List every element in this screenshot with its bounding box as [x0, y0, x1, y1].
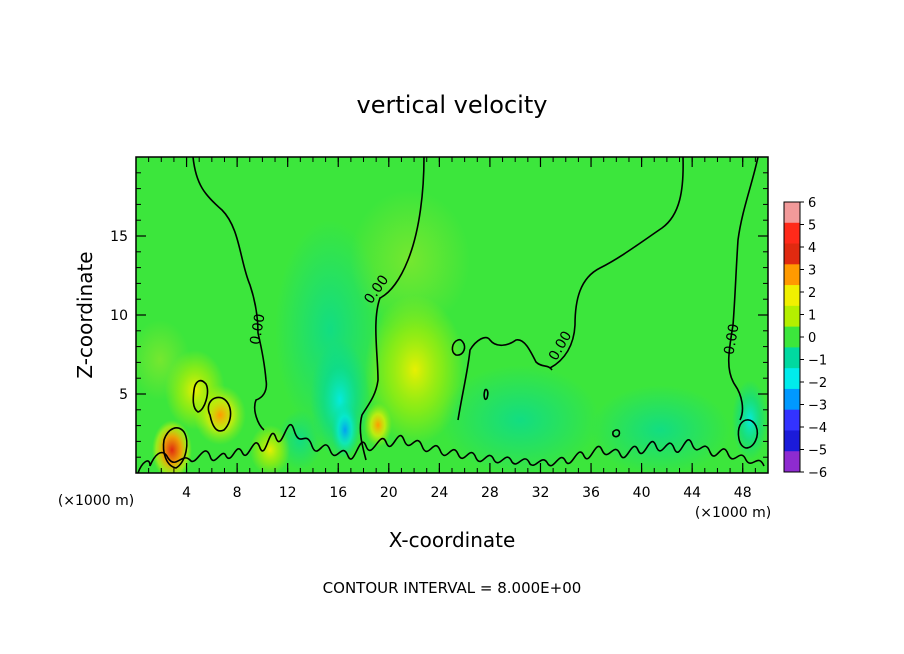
- colorbar-swatch: [784, 388, 800, 411]
- colorbar-label: 2: [808, 286, 816, 301]
- colorbar-label: −4: [808, 421, 827, 436]
- colorbar-swatch: [784, 202, 800, 224]
- field-blob: [136, 320, 190, 400]
- contour-line: [192, 379, 209, 413]
- contour-line: [137, 423, 765, 473]
- contour-line: [451, 338, 466, 356]
- contour-line: [359, 157, 425, 461]
- colorbar-swatch: [784, 451, 800, 473]
- x-tick-label: 12: [279, 485, 297, 501]
- colorbar-label: 0: [808, 331, 816, 346]
- x-tick-label: 32: [532, 485, 550, 501]
- field-blob: [440, 365, 600, 473]
- contour-line: [727, 157, 759, 421]
- colorbar-label: 1: [808, 309, 816, 324]
- colorbar-swatch: [784, 285, 800, 307]
- colorbar-label: −1: [808, 354, 827, 369]
- colorbar-swatch: [784, 368, 800, 390]
- x-unit-label-right: (×1000 m): [695, 505, 771, 521]
- field-blob: [365, 295, 465, 445]
- field-blob: [331, 402, 359, 458]
- contour-line: [207, 396, 232, 432]
- contour-line: [612, 429, 621, 438]
- x-tick-label: 16: [329, 485, 347, 501]
- contour-line: [549, 157, 684, 369]
- contour-label: 0.00: [247, 313, 268, 346]
- contour-lines: [137, 157, 765, 473]
- x-tick-label: 44: [683, 485, 701, 501]
- x-axis-label: X-coordinate: [389, 528, 516, 552]
- colorbar-label: 3: [808, 264, 816, 279]
- colorbar-label: 6: [808, 196, 816, 211]
- colorbar-swatch: [784, 326, 800, 348]
- colorbar-label: −3: [808, 399, 827, 414]
- colorbar-label: −6: [808, 466, 827, 481]
- x-tick-label: 20: [380, 485, 398, 501]
- field-shading: [136, 190, 768, 473]
- colorbar-swatch: [784, 347, 800, 369]
- contour-line: [192, 157, 268, 431]
- contour-line: [457, 336, 553, 421]
- x-tick-label: 36: [582, 485, 600, 501]
- contour-line: [162, 427, 188, 469]
- colorbar-label: −2: [808, 376, 827, 391]
- x-tick-label: 24: [430, 485, 448, 501]
- x-tick-label: 8: [233, 485, 242, 501]
- colorbar-swatch: [784, 222, 800, 245]
- colorbar-label: 5: [808, 219, 816, 234]
- y-tick-label: 15: [110, 229, 128, 245]
- contour-line: [737, 419, 759, 449]
- colorbar-swatch: [784, 264, 800, 286]
- colorbar-swatch: [784, 243, 800, 265]
- y-tick-label: 10: [110, 308, 128, 324]
- colorbar: 6 5 4 3 2 1 0 −1 −2 −3 −4 −5 −6: [783, 196, 827, 481]
- field-blob: [250, 425, 290, 473]
- plot-area: 0.00 0.00 0.00 0.00 4 8 12 16 20 24 28 32 36 40 44…: [110, 156, 769, 501]
- colorbar-swatch: [784, 409, 800, 431]
- x-tick-label: 48: [734, 485, 752, 501]
- x-tick-label: 28: [481, 485, 499, 501]
- x-unit-label-left: (×1000 m): [58, 493, 134, 509]
- x-tick-label: 40: [633, 485, 651, 501]
- colorbar-label: −5: [808, 444, 827, 459]
- colorbar-swatch: [784, 430, 800, 452]
- contour-interval-note: CONTOUR INTERVAL = 8.000E+00: [323, 579, 582, 597]
- y-axis-label: Z-coordinate: [73, 251, 97, 378]
- field-blob: [364, 403, 392, 447]
- colorbar-swatch: [784, 305, 800, 328]
- y-tick-label: 5: [119, 387, 128, 403]
- x-tick-label: 4: [182, 485, 191, 501]
- field-blob: [590, 385, 730, 473]
- contour-line: [483, 388, 489, 401]
- field-blob: [350, 190, 470, 330]
- contour-label: 0.00: [721, 323, 742, 356]
- colorbar-label: 4: [808, 241, 816, 256]
- chart-title: vertical velocity: [357, 91, 548, 119]
